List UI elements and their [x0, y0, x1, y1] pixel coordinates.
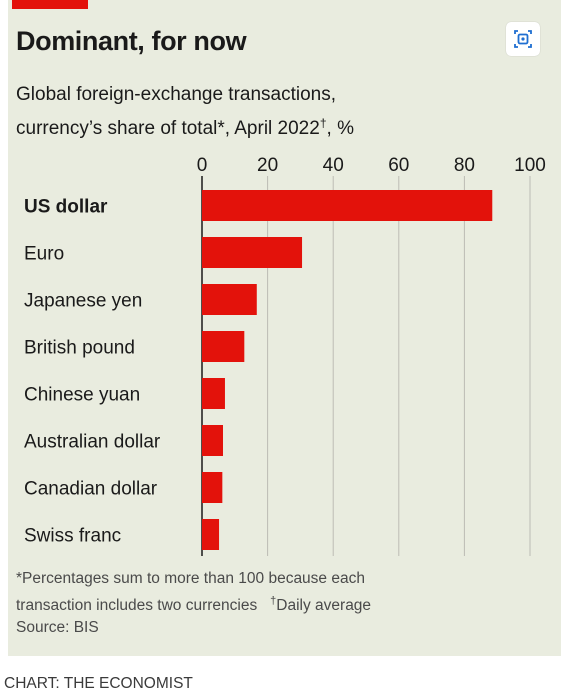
category-label: British pound: [24, 338, 135, 359]
x-tick-label: 0: [197, 155, 208, 176]
note-line-2: transaction includes two currencies †Dai…: [16, 590, 536, 617]
subtitle-line-1: Global foreign-exchange transactions,: [16, 84, 337, 105]
chart-title: Dominant, for now: [16, 26, 247, 56]
x-axis-ticks: 0 20 40 60 80 100: [197, 155, 546, 176]
bar-swiss-franc: [202, 519, 220, 550]
bar-australian-dollar: [202, 425, 223, 456]
bars: [202, 190, 493, 550]
x-tick-label: 100: [514, 155, 546, 176]
category-label: Australian dollar: [24, 432, 161, 453]
chart-card: [8, 0, 561, 656]
gridlines: [201, 176, 531, 556]
bar-euro: [202, 237, 303, 268]
x-tick-label: 80: [454, 155, 475, 176]
chart-subtitle: Global foreign-exchange transactions, cu…: [16, 80, 486, 143]
bar-chart: 0 20 40 60 80 100 US dollar Euro Japanese yen Br…: [24, 155, 546, 556]
share-button[interactable]: [506, 22, 540, 56]
bar-japanese-yen: [202, 284, 257, 315]
bar-chinese-yuan: [202, 378, 225, 409]
bar-us-dollar: [202, 190, 493, 221]
note-daily-average: Daily average: [276, 597, 372, 614]
category-label: Swiss franc: [24, 526, 121, 547]
chart-notes: *Percentages sum to more than 100 becaus…: [16, 568, 536, 639]
share-icon: [514, 30, 532, 48]
category-label: US dollar: [24, 197, 108, 218]
note-dagger: †: [270, 595, 277, 607]
x-tick-label: 40: [323, 155, 344, 176]
note-line-1: *Percentages sum to more than 100 becaus…: [16, 570, 365, 587]
x-tick-label: 60: [388, 155, 409, 176]
category-label: Japanese yen: [24, 291, 142, 312]
bar-british-pound: [202, 331, 245, 362]
subtitle-unit: , %: [326, 118, 354, 139]
category-label: Euro: [24, 244, 64, 265]
source-line: Source: BIS: [16, 619, 99, 636]
category-label: Chinese yuan: [24, 385, 140, 406]
bar-canadian-dollar: [202, 472, 223, 503]
brand-red-bar: [12, 0, 88, 9]
note-text: transaction includes two currencies: [16, 597, 258, 614]
category-labels: US dollar Euro Japanese yen British pound Ch…: [24, 197, 161, 547]
x-tick-label: 20: [257, 155, 278, 176]
category-label: Canadian dollar: [24, 479, 158, 500]
subtitle-line-2: currency’s share of total*, April 2022†,…: [16, 109, 486, 143]
dagger-mark: †: [319, 116, 327, 130]
chart-credit: CHART: THE ECONOMIST: [4, 675, 193, 692]
subtitle-text: currency’s share of total*, April 2022: [16, 118, 320, 139]
